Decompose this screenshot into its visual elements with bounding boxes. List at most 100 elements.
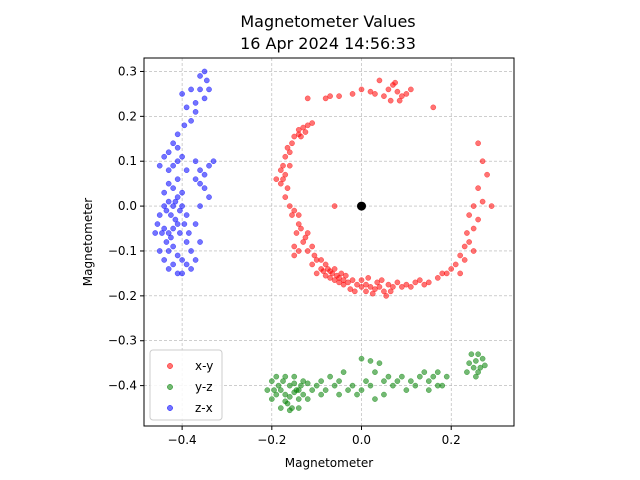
data-point (280, 162, 286, 169)
data-point (488, 203, 495, 209)
data-point (165, 167, 172, 174)
data-point (179, 257, 185, 263)
data-point (197, 86, 203, 93)
data-point (174, 252, 181, 259)
data-point (327, 93, 333, 99)
data-point (304, 122, 311, 129)
data-point (192, 158, 199, 165)
data-point (311, 252, 318, 259)
data-point (172, 216, 179, 223)
data-point (381, 93, 387, 99)
data-point (372, 286, 378, 292)
data-point (363, 378, 369, 384)
data-point (192, 109, 199, 115)
y-tick-label: 0.1 (118, 154, 137, 168)
data-point (354, 281, 360, 288)
chart-subtitle: 16 Apr 2024 14:56:33 (240, 34, 416, 53)
data-point (291, 207, 298, 214)
data-point (159, 230, 165, 236)
data-point (268, 378, 275, 384)
data-point (185, 230, 192, 236)
legend-marker (167, 405, 173, 411)
data-point (201, 95, 208, 102)
data-point (425, 387, 432, 393)
data-point (475, 216, 481, 223)
data-point (407, 378, 414, 384)
data-point (295, 387, 302, 393)
data-point (421, 369, 428, 375)
data-point (170, 140, 177, 147)
data-point (416, 277, 423, 283)
data-point (470, 364, 477, 371)
data-point (282, 194, 289, 200)
data-point (448, 266, 455, 272)
data-point (322, 95, 329, 102)
data-point (475, 185, 481, 191)
data-point (327, 275, 333, 281)
data-point (163, 239, 170, 245)
data-point (170, 225, 177, 232)
data-point (170, 243, 177, 250)
data-point (390, 284, 396, 290)
data-point (277, 405, 284, 411)
data-points (152, 68, 495, 414)
data-point (318, 378, 325, 384)
y-axis-label: Magnetometer (81, 198, 95, 287)
data-point (273, 373, 280, 380)
data-point (322, 272, 329, 279)
data-point (282, 391, 289, 398)
data-point (177, 207, 183, 214)
data-point (170, 185, 177, 191)
data-point (309, 261, 316, 268)
data-point (300, 239, 307, 245)
data-point (354, 391, 360, 398)
data-point (466, 212, 473, 218)
data-point (277, 180, 284, 187)
data-point (399, 284, 405, 290)
data-point (457, 252, 464, 259)
data-point (313, 382, 320, 389)
data-point (271, 387, 277, 393)
data-point (161, 153, 168, 160)
data-point (358, 277, 365, 283)
data-point (206, 162, 212, 169)
data-point (179, 189, 185, 196)
data-point (479, 355, 486, 362)
data-point (165, 230, 172, 236)
data-point (206, 86, 212, 93)
data-point (372, 91, 378, 97)
data-point (367, 284, 374, 290)
data-point (466, 360, 473, 367)
data-point (277, 167, 284, 174)
data-point (304, 396, 311, 402)
data-point (201, 68, 208, 75)
data-point (188, 266, 194, 272)
data-point (309, 387, 316, 393)
data-point (466, 239, 473, 245)
data-point (286, 162, 293, 169)
data-point (372, 369, 378, 375)
legend-marker (167, 363, 173, 369)
data-point (304, 230, 311, 236)
data-point (452, 261, 459, 268)
data-point (273, 176, 280, 183)
data-point (291, 380, 298, 387)
data-point (331, 203, 338, 209)
data-point (407, 86, 414, 93)
data-point (394, 88, 401, 95)
data-point (163, 207, 170, 214)
data-point (154, 221, 161, 227)
data-point (358, 284, 365, 290)
data-point (183, 261, 190, 268)
series-z-x (152, 68, 217, 277)
data-point (374, 279, 381, 286)
data-point (170, 162, 177, 169)
data-point (309, 120, 316, 126)
data-point (309, 243, 316, 250)
data-point (192, 100, 199, 106)
data-point (280, 176, 286, 183)
data-point (152, 230, 159, 236)
legend-marker (167, 384, 173, 390)
data-point (286, 393, 293, 400)
data-point (165, 266, 172, 272)
